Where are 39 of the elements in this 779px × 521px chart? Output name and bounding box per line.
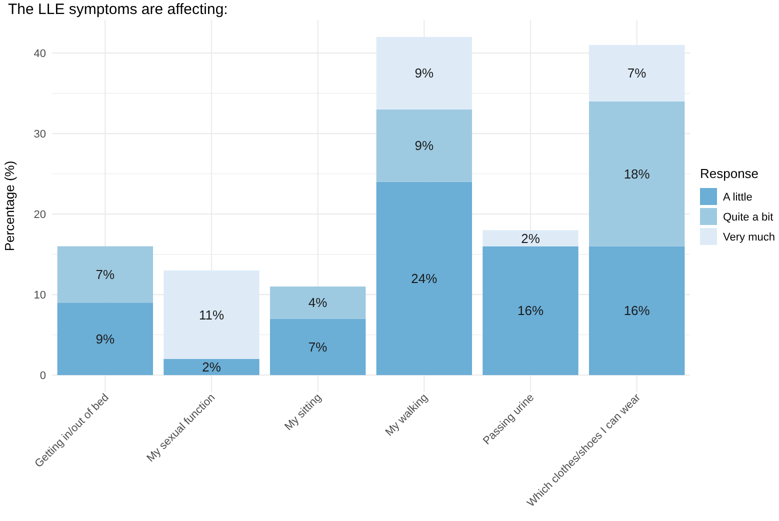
data-label: 18% [624, 166, 650, 182]
bar [482, 246, 578, 376]
bar [164, 358, 260, 376]
data-label: 4% [308, 295, 328, 310]
bar [376, 109, 472, 182]
data-label: 7% [96, 266, 115, 282]
legend-title: Response [700, 166, 759, 181]
data-label: 16% [517, 303, 544, 318]
bar [164, 270, 260, 359]
legend-label: A little [723, 191, 752, 204]
bar [588, 101, 685, 246]
chart-title: The LLE symptoms are affecting: [8, 1, 228, 18]
y-tick-label: 10 [34, 289, 46, 302]
data-label: 2% [202, 360, 222, 375]
bar [376, 182, 472, 376]
data-label: 7% [627, 66, 647, 81]
legend-label: Quite a bit [723, 211, 774, 224]
data-label: 11% [198, 307, 224, 322]
y-tick-label: 0 [40, 370, 46, 382]
data-label: 9% [414, 66, 434, 81]
bar [588, 246, 685, 376]
bar [482, 230, 578, 246]
y-axis-title: Percentage (%) [2, 160, 17, 252]
y-tick-label: 40 [34, 48, 46, 60]
data-label: 16% [624, 303, 650, 318]
data-label: 2% [521, 230, 540, 246]
data-label: 9% [96, 331, 115, 346]
data-label: 7% [308, 339, 328, 354]
bar [270, 286, 366, 319]
bar [57, 246, 154, 303]
bar [57, 302, 154, 376]
bar [376, 36, 472, 110]
y-tick-label: 30 [34, 128, 46, 140]
data-label: 9% [414, 138, 434, 154]
bar [588, 44, 685, 102]
legend-label: Very much [723, 231, 775, 244]
bar [270, 318, 366, 376]
y-tick-label: 20 [34, 208, 46, 221]
data-label: 24% [411, 271, 438, 286]
